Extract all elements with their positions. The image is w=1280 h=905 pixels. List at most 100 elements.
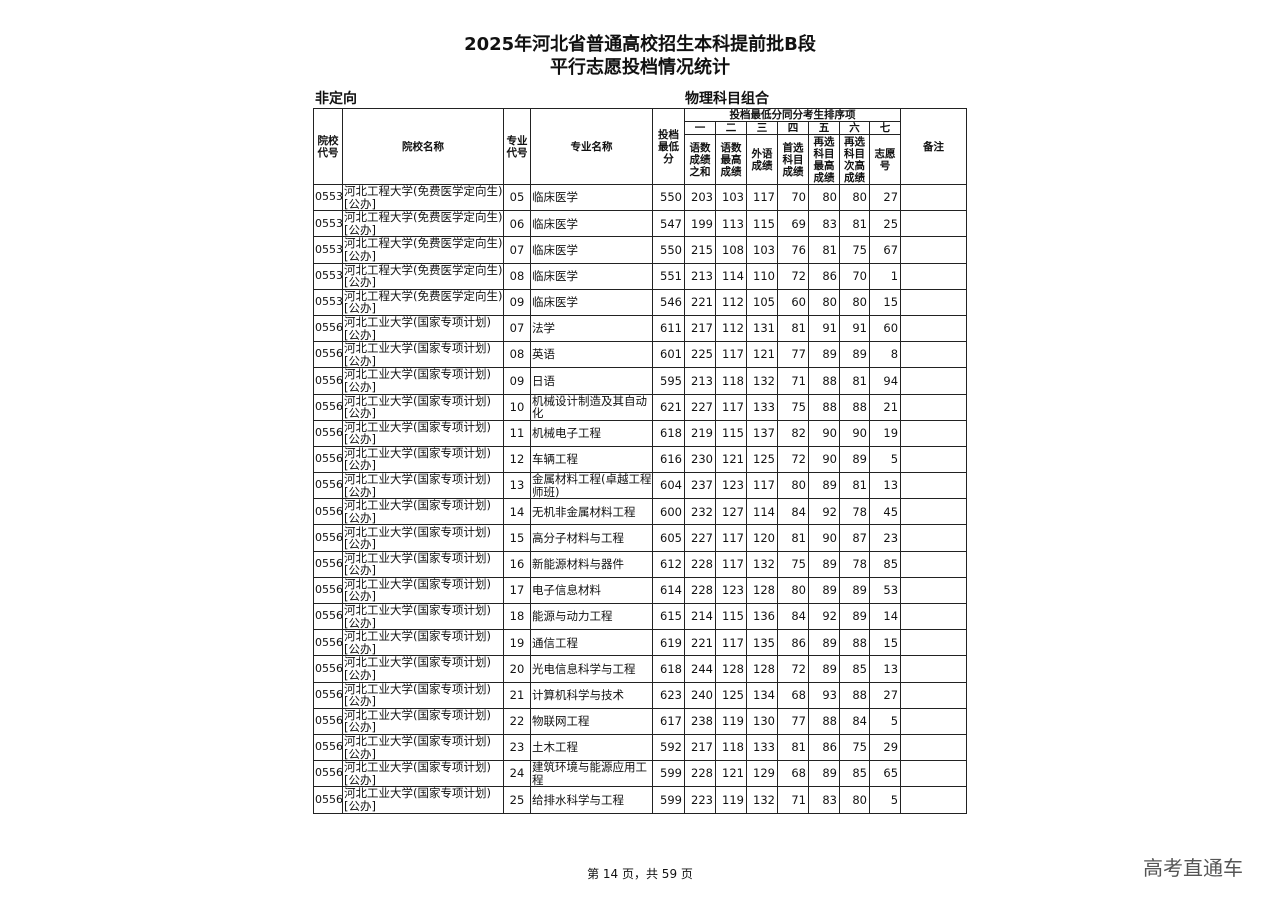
table-row: 0556 河北工业大学(国家专项计划)[公办] 19 通信工程 619 221 117 135… [313,629,968,657]
cell-first-subject: 84 [777,498,809,526]
cell-first-subject: 82 [777,419,809,447]
cell-school-name: 河北工业大学(国家专项计划)[公办] [342,341,504,369]
cell-elective-second: 88 [839,681,870,709]
cell-preference-no: 25 [868,210,902,238]
cell-school-name: 河北工业大学(国家专项计划)[公办] [342,760,504,788]
cell-major-name: 计算机科学与技术 [530,681,653,709]
cell-chinese-math-sum: 213 [684,262,716,290]
cell-elective-second: 81 [839,210,870,238]
cell-chinese-math-max: 123 [715,472,747,500]
cell-min-score: 605 [652,524,685,552]
cell-elective-second: 89 [839,576,870,605]
cell-major-code: 25 [503,786,531,814]
cell-school-name: 河北工程大学(免费医学定向生)[公办] [342,262,504,290]
table-row: 0556 河北工业大学(国家专项计划)[公办] 17 电子信息材料 614 228 123 1… [313,576,968,605]
cell-foreign-language: 115 [746,210,778,238]
cell-major-name: 车辆工程 [530,445,653,474]
cell-chinese-math-sum: 203 [684,183,716,212]
header-min-score: 投档最低分 [652,108,685,185]
cell-first-subject: 84 [777,602,809,631]
cell-chinese-math-max: 103 [715,183,747,212]
cell-chinese-math-sum: 214 [684,602,716,631]
cell-min-score: 550 [652,183,685,212]
cell-major-name: 临床医学 [530,210,653,238]
cell-elective-second: 89 [839,602,870,631]
cell-chinese-math-max: 127 [715,498,747,526]
cell-elective-max: 89 [808,472,840,500]
cell-first-subject: 81 [777,314,809,343]
cell-preference-no: 8 [868,341,902,369]
cell-school-code: 0556 [313,602,343,631]
cell-foreign-language: 135 [746,629,778,657]
cell-preference-no: 21 [868,393,902,421]
cell-elective-max: 81 [808,236,840,264]
cell-first-subject: 70 [777,183,809,212]
cell-major-name: 机械设计制造及其自动化 [530,393,653,421]
cell-school-code: 0553 [313,288,343,316]
cell-foreign-language: 120 [746,524,778,552]
cell-remarks [900,183,968,212]
cell-major-code: 14 [503,498,531,526]
cell-elective-second: 70 [839,262,870,290]
cell-first-subject: 68 [777,760,809,788]
cell-elective-max: 88 [808,393,840,421]
header-item-6: 再选科目次高成绩 [839,134,870,185]
header-order-3: 三 [746,121,778,135]
cell-foreign-language: 121 [746,341,778,369]
cell-school-code: 0556 [313,393,343,421]
cell-first-subject: 68 [777,681,809,709]
cell-major-code: 07 [503,314,531,343]
cell-major-name: 高分子材料与工程 [530,524,653,552]
cell-major-code: 08 [503,341,531,369]
cell-chinese-math-max: 112 [715,314,747,343]
cell-preference-no: 13 [868,472,902,500]
table-row: 0556 河北工业大学(国家专项计划)[公办] 16 新能源材料与器件 612 228 11… [313,550,968,578]
cell-first-subject: 81 [777,524,809,552]
cell-elective-second: 80 [839,183,870,212]
cell-major-name: 光电信息科学与工程 [530,655,653,683]
cell-first-subject: 81 [777,733,809,762]
cell-first-subject: 72 [777,445,809,474]
cell-remarks [900,419,968,447]
cell-preference-no: 27 [868,681,902,709]
cell-school-name: 河北工业大学(国家专项计划)[公办] [342,524,504,552]
cell-foreign-language: 136 [746,602,778,631]
cell-foreign-language: 131 [746,314,778,343]
cell-school-code: 0556 [313,367,343,395]
cell-preference-no: 14 [868,602,902,631]
cell-major-name: 临床医学 [530,288,653,316]
cell-elective-max: 88 [808,707,840,735]
cell-school-name: 河北工程大学(免费医学定向生)[公办] [342,236,504,264]
cell-elective-max: 92 [808,602,840,631]
header-tiebreak-group: 投档最低分同分考生排序项 [683,108,902,122]
document-subtitle: 平行志愿投档情况统计 [550,57,730,78]
cell-foreign-language: 125 [746,445,778,474]
cell-school-code: 0556 [313,629,343,657]
cell-chinese-math-max: 118 [715,733,747,762]
table-row: 0553 河北工程大学(免费医学定向生)[公办] 08 临床医学 551 213 114 11… [313,262,968,290]
header-major-code: 专业代号 [503,108,531,185]
cell-remarks [900,576,968,605]
cell-remarks [900,367,968,395]
cell-preference-no: 94 [868,367,902,395]
cell-chinese-math-sum: 227 [684,524,716,552]
cell-min-score: 595 [652,367,685,395]
cell-foreign-language: 132 [746,550,778,578]
cell-elective-max: 93 [808,681,840,709]
cell-elective-second: 88 [839,629,870,657]
cell-major-code: 06 [503,210,531,238]
table-row: 0556 河北工业大学(国家专项计划)[公办] 12 车辆工程 616 230 121 125… [313,445,968,474]
cell-major-code: 05 [503,183,531,212]
cell-elective-second: 78 [839,498,870,526]
cell-foreign-language: 133 [746,393,778,421]
cell-min-score: 600 [652,498,685,526]
cell-major-name: 建筑环境与能源应用工程 [530,760,653,788]
cell-remarks [900,262,968,290]
cell-elective-max: 88 [808,367,840,395]
cell-min-score: 551 [652,262,685,290]
cell-elective-second: 91 [839,314,870,343]
cell-first-subject: 71 [777,786,809,814]
cell-elective-second: 78 [839,550,870,578]
cell-school-code: 0553 [313,210,343,238]
table-row: 0556 河北工业大学(国家专项计划)[公办] 10 机械设计制造及其自动化 621 22… [313,393,968,421]
